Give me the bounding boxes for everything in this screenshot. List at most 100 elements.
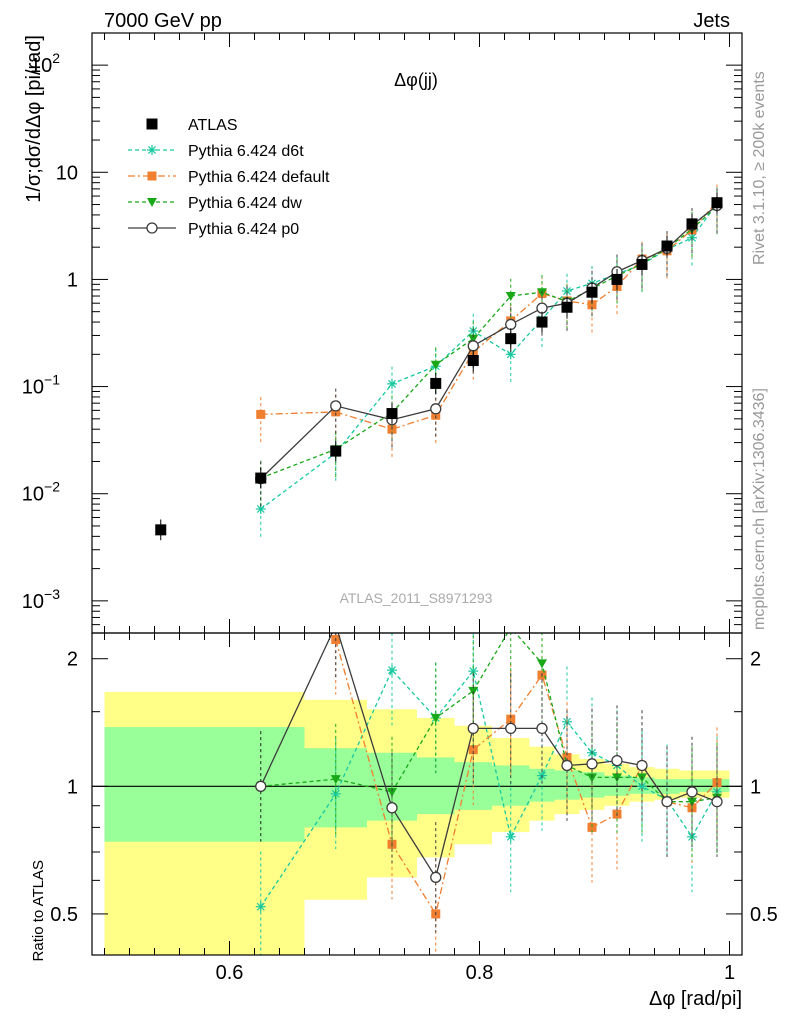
atlas-data-point bbox=[386, 408, 398, 420]
ratio-marker bbox=[430, 713, 441, 723]
atlas-data-point bbox=[611, 273, 623, 285]
series-marker bbox=[387, 378, 397, 389]
ratio-marker-stroke bbox=[638, 782, 646, 791]
ratio-plot-area bbox=[92, 620, 742, 955]
ratio-marker bbox=[505, 831, 516, 842]
ratio-marker bbox=[330, 788, 341, 799]
series-marker bbox=[467, 340, 479, 352]
ratio-marker bbox=[586, 758, 598, 770]
ratio-marker-stroke bbox=[331, 789, 340, 798]
ratio-marker bbox=[506, 623, 516, 632]
ratio-marker bbox=[587, 773, 597, 783]
ratio-marker bbox=[561, 759, 573, 772]
atlas-data-point bbox=[686, 218, 698, 230]
series-marker bbox=[431, 410, 441, 420]
series-marker bbox=[505, 318, 517, 331]
ratio-frame bbox=[91, 632, 743, 956]
ratio-tick-label: 1 bbox=[67, 776, 78, 798]
x-tick-label: 0.8 bbox=[466, 962, 494, 984]
header-right: Jets bbox=[693, 10, 730, 32]
band-inner-bin bbox=[104, 727, 217, 842]
series-marker bbox=[505, 292, 516, 302]
series-marker bbox=[331, 407, 341, 417]
ratio-marker-stroke bbox=[256, 902, 265, 911]
x-axis-label: Δφ [rad/pi] bbox=[649, 988, 742, 1010]
atlas-data-point bbox=[330, 445, 342, 457]
atlas-data-point bbox=[636, 258, 648, 270]
series-marker bbox=[330, 400, 342, 412]
ratio-marker bbox=[611, 754, 623, 767]
legend-marker bbox=[147, 171, 157, 181]
series-marker bbox=[430, 403, 442, 415]
ratio-marker bbox=[330, 775, 341, 785]
ratio-marker bbox=[467, 722, 479, 735]
uncertainty-bands bbox=[104, 691, 730, 955]
y-tick-label: 1 bbox=[67, 269, 78, 291]
ratio-marker-stroke bbox=[506, 832, 515, 841]
main-plot-area bbox=[155, 184, 723, 541]
ratio-marker bbox=[506, 714, 516, 724]
series-line bbox=[260, 203, 718, 510]
ratio-marker bbox=[536, 722, 548, 735]
ratio-marker-stroke bbox=[469, 667, 478, 676]
atlas-data-point bbox=[711, 197, 723, 209]
analysis-watermark: ATLAS_2011_S8971293 bbox=[340, 590, 493, 606]
y-tick-label: 10 bbox=[56, 162, 78, 184]
ratio-marker bbox=[386, 802, 398, 814]
ratio-marker bbox=[636, 759, 648, 772]
legend-marker bbox=[147, 198, 157, 207]
ratio-marker bbox=[387, 665, 397, 676]
plot-title: Δφ(jj) bbox=[394, 70, 438, 90]
ratio-series-line bbox=[260, 633, 718, 803]
series-marker bbox=[430, 360, 441, 370]
ratio-marker bbox=[562, 752, 572, 762]
ratio-axis-label: Ratio to ATLAS bbox=[30, 860, 47, 961]
y-tick-label: 10−1 bbox=[22, 372, 60, 399]
ratio-marker bbox=[468, 745, 478, 755]
y-tick-label: 10−2 bbox=[22, 479, 60, 506]
ratio-series-line bbox=[260, 668, 718, 908]
atlas-data-point bbox=[505, 333, 517, 345]
atlas-data-point bbox=[155, 524, 167, 536]
ratio-marker bbox=[687, 797, 697, 807]
header-left: 7000 GeV pp bbox=[104, 10, 222, 32]
ratio-marker bbox=[387, 787, 397, 797]
legend-label: Pythia 6.424 default bbox=[188, 169, 330, 186]
side-text-mcplots: mcplots.cern.ch [arXiv:1306.3436] bbox=[751, 388, 768, 630]
legend-label: Pythia 6.424 d6t bbox=[188, 143, 304, 160]
ratio-marker-stroke bbox=[388, 666, 396, 675]
y-tick-label: 102 bbox=[30, 50, 60, 77]
series-line bbox=[260, 205, 718, 479]
y-axis-label: 1/σ;dσ/dΔφ [pi/rad] bbox=[23, 35, 45, 203]
series-marker bbox=[536, 302, 548, 314]
ratio-series-line bbox=[260, 633, 718, 879]
ratio-marker bbox=[505, 722, 517, 735]
ratio-marker bbox=[331, 620, 341, 630]
ratio-marker bbox=[661, 796, 673, 808]
ratio-marker bbox=[537, 659, 547, 669]
series-marker-stroke bbox=[388, 379, 396, 388]
ratio-marker bbox=[587, 822, 597, 832]
ratio-tick-label-right: 2 bbox=[750, 649, 761, 671]
legend-label: Pythia 6.424 dw bbox=[188, 195, 302, 212]
legend-marker bbox=[146, 222, 158, 234]
atlas-data-point bbox=[536, 316, 548, 328]
atlas-data-point bbox=[561, 301, 573, 313]
legend-atlas-marker bbox=[146, 118, 158, 130]
legend: ATLAS Pythia 6.424 d6t Pythia 6.424 defaul… bbox=[128, 117, 330, 238]
ratio-tick-label: 2 bbox=[67, 649, 78, 671]
atlas-data-point bbox=[430, 377, 442, 389]
series-marker bbox=[256, 409, 266, 419]
ratio-tick-label-right: 0.5 bbox=[750, 904, 778, 926]
atlas-data-point bbox=[661, 240, 673, 252]
legend-label: Pythia 6.424 p0 bbox=[188, 221, 299, 238]
legend-marker bbox=[147, 145, 157, 155]
side-text-rivet: Rivet 3.1.10, ≥ 200k events bbox=[751, 71, 768, 265]
x-tick-label: 1 bbox=[724, 962, 735, 984]
series-marker bbox=[505, 349, 516, 360]
ratio-tick-label-right: 1 bbox=[750, 776, 761, 798]
series-marker-stroke bbox=[256, 505, 265, 513]
atlas-data-point bbox=[255, 472, 267, 484]
series-line bbox=[260, 204, 718, 480]
